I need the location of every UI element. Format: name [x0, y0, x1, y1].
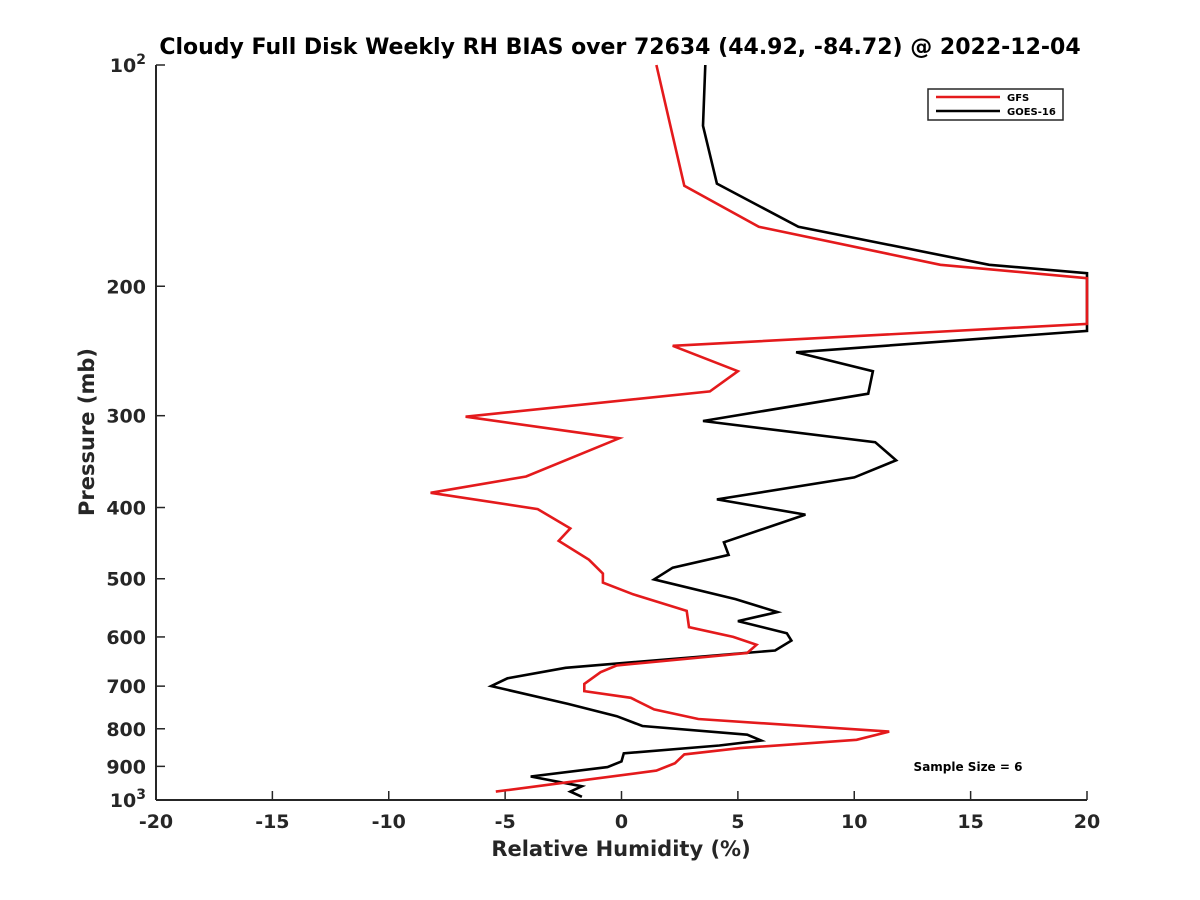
x-tick-label: -20 — [139, 811, 173, 833]
y-axis-label: Pressure (mb) — [75, 348, 99, 516]
x-tick-label: 15 — [957, 811, 983, 833]
x-ticks: -20 -15 -10 -5 0 5 10 15 20 — [139, 791, 1100, 833]
series-line-gfs — [430, 64, 1089, 793]
y-tick-label: 200 — [106, 276, 146, 298]
sample-size-annotation: Sample Size = 6 — [914, 760, 1023, 774]
y-tick-label: 400 — [106, 498, 146, 520]
legend-label-goes16: GOES-16 — [1007, 107, 1056, 118]
x-tick-label: 20 — [1074, 811, 1100, 833]
y-ticks: 102 200 300 400 500 600 700 800 900 103 — [106, 52, 165, 812]
chart-title: Cloudy Full Disk Weekly RH BIAS over 726… — [159, 35, 1080, 60]
x-axis-label: Relative Humidity (%) — [491, 837, 750, 861]
x-tick-label: -5 — [495, 811, 516, 833]
x-tick-label: -10 — [372, 811, 406, 833]
legend-box — [927, 88, 1064, 121]
y-tick-label: 103 — [110, 787, 146, 812]
x-tick-label: 10 — [841, 811, 867, 833]
series-layer — [430, 64, 1089, 798]
y-tick-label: 700 — [106, 676, 146, 698]
x-tick-label: 5 — [731, 811, 744, 833]
x-tick-label: -15 — [255, 811, 289, 833]
x-tick-label: 0 — [615, 811, 628, 833]
y-tick-label: 300 — [106, 406, 146, 428]
legend-label-gfs: GFS — [1007, 93, 1029, 104]
axes — [155, 65, 1087, 801]
series-line-goes16 — [487, 64, 1089, 798]
y-tick-label: 800 — [106, 719, 146, 741]
y-tick-label: 600 — [106, 627, 146, 649]
legend: GFS GOES-16 — [927, 88, 1064, 121]
y-tick-label: 900 — [106, 756, 146, 778]
y-tick-label: 500 — [106, 569, 146, 591]
y-tick-label: 102 — [110, 52, 146, 77]
